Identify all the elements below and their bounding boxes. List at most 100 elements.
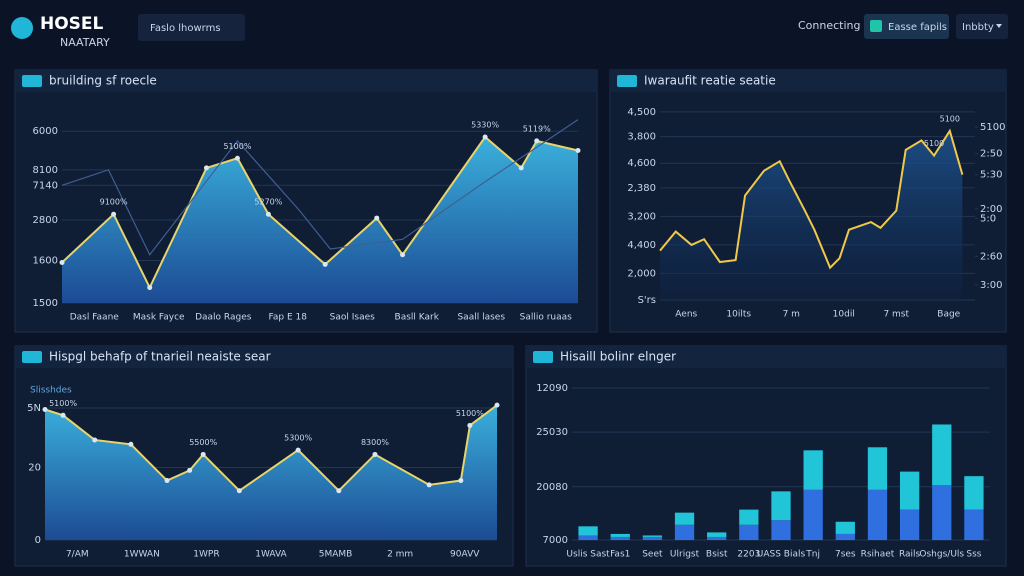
- x-tick-label: 5MAMB: [319, 550, 353, 560]
- bar-segment: [803, 450, 823, 490]
- point: [59, 259, 65, 265]
- y2-tick-label: 5100: [980, 122, 1005, 133]
- annotation: 5100: [924, 139, 944, 148]
- x-tick-label: Daalo Rages: [195, 313, 252, 323]
- panel-header: [15, 70, 597, 92]
- bar-segment: [610, 533, 630, 537]
- point: [518, 165, 524, 171]
- bar-segment: [932, 424, 952, 486]
- bar-segment: [642, 536, 663, 540]
- y-tick-label: 4,400: [627, 240, 656, 251]
- y-tick-label: 5N: [27, 403, 41, 414]
- annotation: 5100: [940, 114, 960, 123]
- panel-icon: [22, 75, 42, 87]
- panel-header: [526, 346, 1006, 368]
- x-tick-label: Bage: [937, 310, 960, 320]
- panel-title: bruilding sf roecle: [49, 74, 157, 88]
- y2-tick-label: 5:0: [980, 213, 996, 224]
- x-tick-label: Aens: [675, 310, 697, 320]
- bar-segment: [771, 520, 791, 540]
- bar-segment: [578, 526, 598, 536]
- y-tick-label: 1600: [33, 256, 58, 267]
- point: [374, 215, 380, 221]
- y-tick-label: 8100: [33, 165, 58, 176]
- x-tick-label: Oshgs/Uls: [919, 550, 964, 560]
- x-tick-label: Saol Isaes: [330, 313, 375, 323]
- bar-segment: [964, 509, 984, 540]
- x-tick-label: 10dil: [833, 310, 855, 320]
- x-tick-label: 7/AM: [66, 550, 89, 560]
- menu-dropdown[interactable]: [956, 14, 1008, 39]
- panel-title: Hisaill bolinr elnger: [560, 350, 676, 364]
- bar-segment: [835, 533, 855, 540]
- point: [203, 165, 209, 171]
- logo-sub: NAATARY: [60, 36, 110, 49]
- x-tick-label: Basll Kark: [395, 313, 440, 323]
- annotation: 9100%: [100, 198, 128, 207]
- annotation: 5100%: [223, 142, 251, 151]
- bar-segment: [707, 532, 727, 537]
- annotation: 8300%: [361, 438, 389, 447]
- panel-icon: [22, 351, 42, 363]
- y-tick-label: 25030: [536, 427, 568, 438]
- point: [426, 482, 432, 488]
- annotation: 5300%: [284, 434, 312, 443]
- panel-icon: [533, 351, 553, 363]
- point: [400, 252, 406, 258]
- x-tick-label: Sss: [966, 550, 981, 560]
- point: [467, 422, 473, 428]
- line: [61, 119, 579, 256]
- panel-header: [610, 70, 1006, 92]
- search-box[interactable]: [138, 14, 245, 41]
- y2-tick-label: 2:00: [980, 204, 1002, 215]
- point: [187, 467, 193, 473]
- y-tick-label: 2800: [33, 215, 58, 226]
- y2-tick-label: 3:00: [980, 280, 1002, 291]
- x-tick-label: Rails: [899, 550, 921, 560]
- y-tick-label: 20: [28, 463, 41, 474]
- area: [62, 137, 578, 303]
- x-tick-label: Fap E 18: [269, 313, 308, 323]
- x-tick-label: 7 mst: [883, 310, 909, 320]
- y2-tick-label: 2:60: [980, 251, 1002, 262]
- logo: HOSEL: [40, 14, 104, 34]
- panel-title: Iwaraufit reatie seatie: [644, 74, 776, 88]
- x-tick-label: Tnj: [805, 550, 820, 560]
- status: Connecting: [798, 19, 861, 32]
- point: [458, 478, 464, 484]
- point: [482, 134, 488, 140]
- dropdown-arrow: [996, 24, 1002, 28]
- bar-segment: [899, 471, 920, 510]
- y-tick-label: 2,000: [627, 268, 656, 279]
- point: [60, 412, 66, 418]
- menu-label: Inbbty: [962, 22, 994, 33]
- search-text: Faslo lhowrms: [150, 23, 221, 34]
- y-tick-label: 3,200: [627, 211, 656, 222]
- point: [234, 155, 240, 161]
- y-tick-label: 1500: [33, 298, 58, 309]
- y-tick-label: 12090: [536, 383, 568, 394]
- point: [236, 488, 242, 494]
- action-button[interactable]: [864, 14, 949, 39]
- panel-icon: [617, 75, 637, 87]
- bar-segment: [707, 536, 727, 540]
- y-tick-label: 7000: [543, 535, 568, 546]
- annotation: 5330%: [471, 121, 499, 130]
- y-tick-label: 4,600: [627, 158, 656, 169]
- panel-header: [15, 346, 513, 368]
- x-tick-label: 10ilts: [726, 310, 751, 320]
- y-tick-label: 6000: [33, 126, 58, 137]
- x-tick-label: 7 m: [783, 310, 800, 320]
- point: [200, 451, 206, 457]
- bar-segment: [899, 509, 920, 540]
- annotation: 5500%: [189, 438, 217, 447]
- bar-segment: [610, 536, 630, 540]
- line: [659, 128, 964, 270]
- bar-segment: [964, 476, 984, 510]
- annotation: 5119%: [523, 124, 551, 133]
- x-tick-label: Mask Fayce: [133, 313, 185, 323]
- panel-subtitle: Slisshdes: [30, 386, 72, 396]
- x-tick-label: Uslis Sast: [566, 550, 610, 560]
- x-tick-label: 2203: [737, 550, 760, 560]
